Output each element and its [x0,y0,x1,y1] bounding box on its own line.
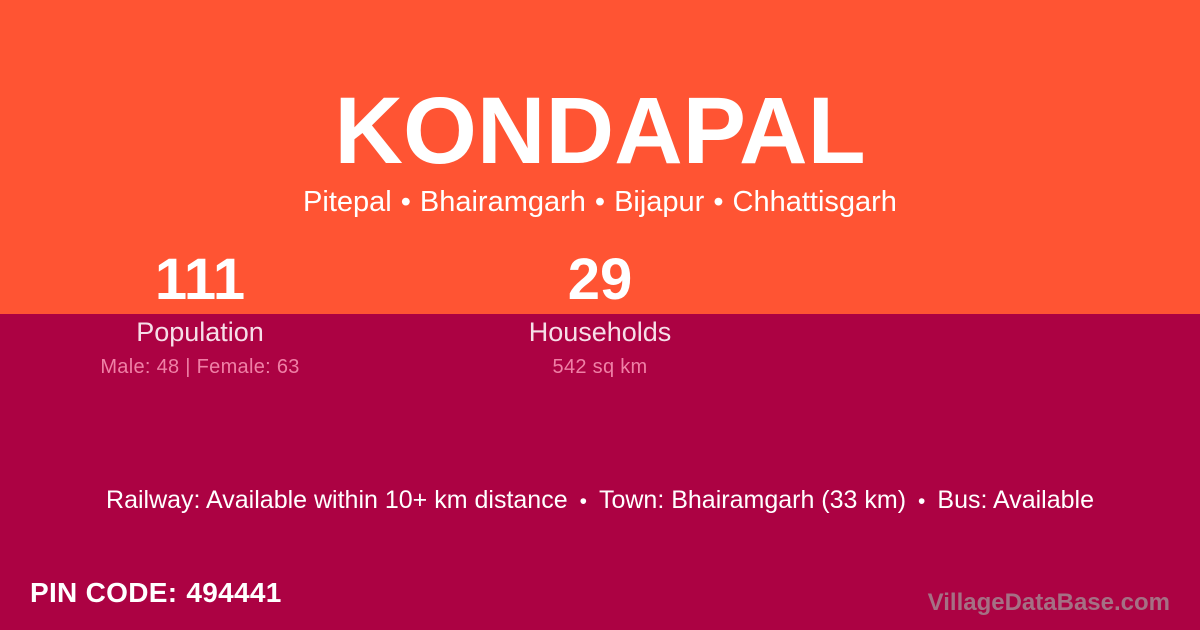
population-value: 111 [154,247,246,312]
breadcrumb-separator: • [594,186,606,218]
breadcrumb-item-district: Bijapur [614,186,705,218]
population-gender-breakdown: Male: 48 | Female: 63 [100,356,300,378]
population-label: Population [136,317,264,347]
transport-separator: • [918,490,926,513]
hero-section [0,0,1200,314]
stat-population: 111 Population Male: 48 | Female: 63 [0,251,400,379]
bus-info: Bus: Available [937,486,1094,514]
breadcrumb-item-village: Pitepal [303,186,392,218]
village-name-title: KONDAPAL [334,78,866,184]
transport-info-line: Railway: Available within 10+ km distanc… [0,486,1200,515]
watermark-branding: VillageDataBase.com [927,589,1170,616]
households-label: Households [528,317,672,347]
pin-code: PIN CODE: 494441 [30,577,282,609]
breadcrumb-separator: • [400,186,411,218]
breadcrumb-item-tehsil: Bhairamgarh [419,186,586,218]
area-value: 542 sq km [552,356,648,378]
breadcrumb-separator: • [713,186,724,218]
town-info: Town: Bhairamgarh (33 km) [598,486,907,514]
railway-info: Railway: Available within 10+ km distanc… [106,486,568,514]
stat-households: 29 Households 542 sq km [400,251,800,379]
breadcrumb-item-state: Chhattisgarh [732,186,897,218]
pin-code-label: PIN CODE: [30,577,178,608]
breadcrumb: Pitepal • Bhairamgarh • Bijapur • Chhattisgarh [0,186,1200,219]
stats-row: 111 Population Male: 48 | Female: 63 29 … [0,251,800,379]
households-value: 29 [567,247,633,312]
pin-code-value: 494441 [186,577,282,608]
transport-separator: • [579,490,587,513]
